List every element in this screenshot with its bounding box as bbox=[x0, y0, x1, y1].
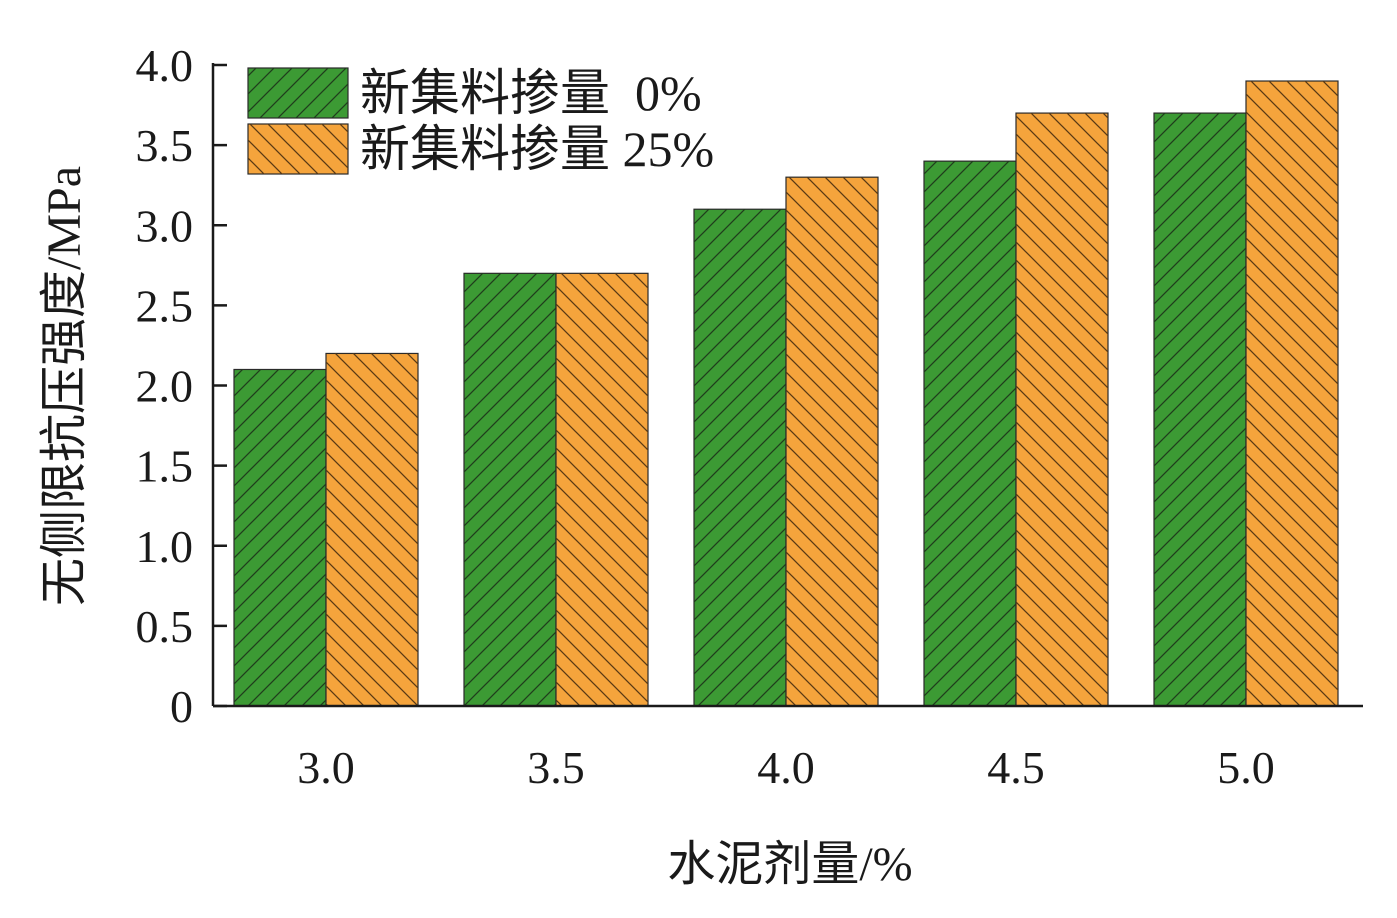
x-axis-title: 水泥剂量/% bbox=[667, 838, 912, 891]
bar-series2-4.0 bbox=[785, 176, 879, 707]
legend-item-series1: 新集料掺量 0% bbox=[247, 65, 702, 121]
bars-layer bbox=[233, 80, 1339, 707]
x-tick-label: 5.0 bbox=[1217, 742, 1275, 793]
bar-series2-5.0 bbox=[1245, 80, 1339, 707]
bar-series2-4.5 bbox=[1015, 112, 1109, 707]
bar-series1-3.0 bbox=[233, 368, 327, 707]
bar-series1-5.0 bbox=[1153, 112, 1247, 707]
x-tick-label: 4.0 bbox=[757, 742, 815, 793]
y-tick-label: 2.0 bbox=[136, 361, 194, 412]
x-tick-label: 3.0 bbox=[297, 742, 355, 793]
y-tick-label: 0.5 bbox=[136, 601, 194, 652]
y-tick-label: 2.5 bbox=[136, 280, 194, 331]
y-tick-label: 0 bbox=[170, 681, 193, 732]
x-tick-label: 4.5 bbox=[987, 742, 1045, 793]
bar-series1-4.5 bbox=[923, 160, 1017, 707]
bar-series2-3.0 bbox=[325, 352, 419, 707]
y-tick-label: 3.0 bbox=[136, 200, 194, 251]
axes-layer: 3.0 3.5 4.0 4.5 5.0 0 0.5 1.0 1.5 2.0 2.5 3.0 3.5 4.0 bbox=[136, 40, 1363, 793]
x-tick-label: 3.5 bbox=[527, 742, 585, 793]
bar-series1-4.0 bbox=[693, 208, 787, 707]
legend: 新集料掺量 0%新集料掺量 25% bbox=[247, 65, 714, 177]
y-tick-label: 4.0 bbox=[136, 40, 194, 91]
y-tick-label: 1.0 bbox=[136, 521, 194, 572]
y-tick-label: 3.5 bbox=[136, 120, 194, 171]
y-axis-title: 无侧限抗压强度/MPa bbox=[38, 166, 91, 606]
legend-item-series2: 新集料掺量 25% bbox=[247, 121, 714, 177]
legend-label: 新集料掺量 0% bbox=[360, 65, 702, 121]
bar-series1-3.5 bbox=[463, 272, 557, 707]
legend-label: 新集料掺量 25% bbox=[360, 121, 714, 177]
bar-series2-3.5 bbox=[555, 272, 649, 707]
y-tick-label: 1.5 bbox=[136, 441, 194, 492]
